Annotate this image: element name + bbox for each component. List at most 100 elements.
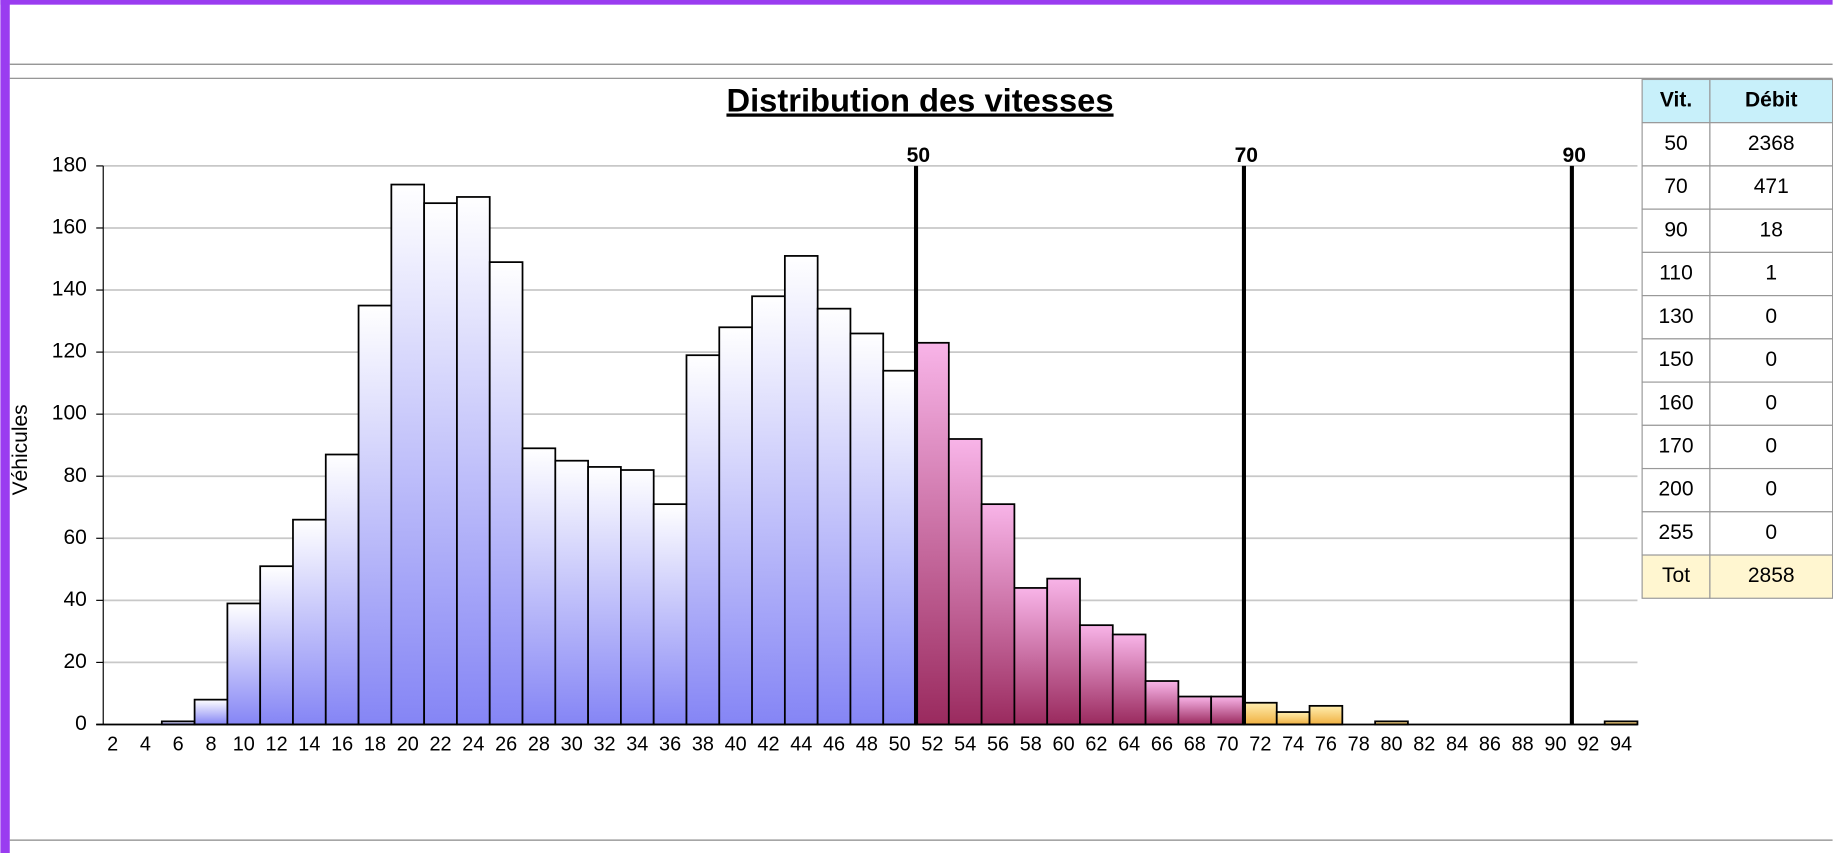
table-text: Tot (1662, 564, 1690, 587)
bar (1308, 704, 1344, 726)
bar (751, 295, 786, 726)
table-cell (1709, 554, 1833, 599)
y-tick-label: 80 (63, 464, 86, 487)
x-tick-label: 50 (889, 734, 911, 756)
bar (620, 469, 655, 726)
table-cell (1641, 295, 1711, 340)
x-tick-label: 78 (1348, 734, 1370, 756)
x-tick-label: 8 (205, 734, 216, 756)
x-tick-label: 62 (1085, 734, 1107, 756)
y-tick-label: 20 (63, 650, 86, 673)
y-tick-label: 120 (52, 340, 87, 363)
x-tick-label: 58 (1020, 734, 1042, 756)
x-tick-label: 40 (725, 734, 747, 756)
x-tick-label: 4 (140, 734, 151, 756)
bar (193, 698, 229, 726)
bar (1243, 701, 1278, 726)
x-tick-label: 54 (954, 734, 976, 756)
x-tick-label: 6 (173, 734, 184, 756)
bar (1177, 695, 1213, 726)
bar (357, 304, 393, 726)
x-tick-label: 82 (1413, 734, 1435, 756)
table-cell (1709, 78, 1833, 124)
bar (652, 503, 688, 726)
table-text: 18 (1760, 218, 1783, 241)
x-tick-label: 10 (233, 734, 255, 756)
x-tick-label: 18 (364, 734, 386, 756)
x-tick-label: 84 (1446, 734, 1468, 756)
x-tick-label: 42 (757, 734, 779, 756)
table-text: 110 (1659, 262, 1693, 285)
bar (292, 518, 327, 726)
x-tick-label: 60 (1053, 734, 1075, 756)
x-tick-label: 38 (692, 734, 714, 756)
bar (685, 354, 721, 726)
bar (554, 459, 589, 726)
bar (947, 438, 983, 726)
x-tick-label: 34 (626, 734, 648, 756)
bar (816, 307, 852, 726)
x-tick-label: 94 (1610, 734, 1632, 756)
y-tick-label: 40 (63, 588, 86, 611)
x-tick-label: 26 (495, 734, 517, 756)
bar (980, 503, 1016, 726)
bar (1046, 577, 1081, 726)
table-text: 0 (1765, 478, 1777, 501)
table-cell (1641, 78, 1711, 124)
reference-label: 50 (907, 144, 930, 167)
table-text: 150 (1658, 348, 1693, 371)
table-text: 50 (1664, 132, 1687, 155)
bar (882, 369, 917, 726)
table-text: Débit (1745, 89, 1798, 112)
x-tick-label: 64 (1118, 734, 1140, 756)
x-tick-label: 56 (987, 734, 1009, 756)
table-text: 90 (1664, 218, 1687, 241)
table-text: 0 (1765, 391, 1777, 414)
x-tick-label: 80 (1380, 734, 1402, 756)
table-cell (1709, 381, 1833, 426)
x-tick-label: 24 (462, 734, 484, 756)
bar (259, 565, 294, 726)
frame-top (0, 0, 1833, 5)
table-cell (1641, 554, 1711, 599)
table-text: 70 (1664, 175, 1687, 198)
y-tick-label: 180 (52, 153, 87, 176)
table-cell (1709, 338, 1833, 383)
table-text: 130 (1658, 305, 1693, 328)
chart-title: Distribution des vitesses (726, 81, 1113, 118)
table-cell (1641, 122, 1711, 167)
table-text: 0 (1765, 348, 1777, 371)
x-tick-label: 52 (921, 734, 943, 756)
reference-label: 70 (1235, 144, 1258, 167)
x-tick-label: 46 (823, 734, 845, 756)
table-text: 0 (1765, 305, 1777, 328)
table-cell (1709, 424, 1833, 470)
table-cell (1641, 381, 1711, 426)
reference-label: 90 (1563, 144, 1586, 167)
y-tick-label: 160 (52, 216, 87, 239)
x-tick-label: 12 (266, 734, 288, 756)
x-tick-label: 74 (1282, 734, 1304, 756)
x-tick-label: 36 (659, 734, 681, 756)
table-cell (1709, 295, 1833, 340)
bar (324, 453, 360, 726)
y-tick-label: 60 (63, 526, 86, 549)
x-tick-label: 90 (1544, 734, 1566, 756)
bar (783, 255, 819, 726)
x-tick-label: 70 (1217, 734, 1239, 756)
bar (1144, 680, 1180, 726)
table-cell (1641, 467, 1711, 513)
table-text: 255 (1658, 521, 1693, 544)
table-text: 200 (1658, 478, 1693, 501)
x-tick-label: 20 (397, 734, 419, 756)
x-tick-label: 88 (1512, 734, 1534, 756)
table-text: 0 (1765, 435, 1777, 458)
bar (1111, 633, 1147, 726)
y-axis-label: Véhicules (9, 404, 32, 495)
y-tick-label: 100 (52, 402, 87, 425)
x-tick-label: 92 (1577, 734, 1599, 756)
y-tick-label: 140 (52, 278, 87, 301)
table-cell (1709, 165, 1833, 210)
bar (1013, 587, 1049, 726)
bar (915, 341, 950, 726)
